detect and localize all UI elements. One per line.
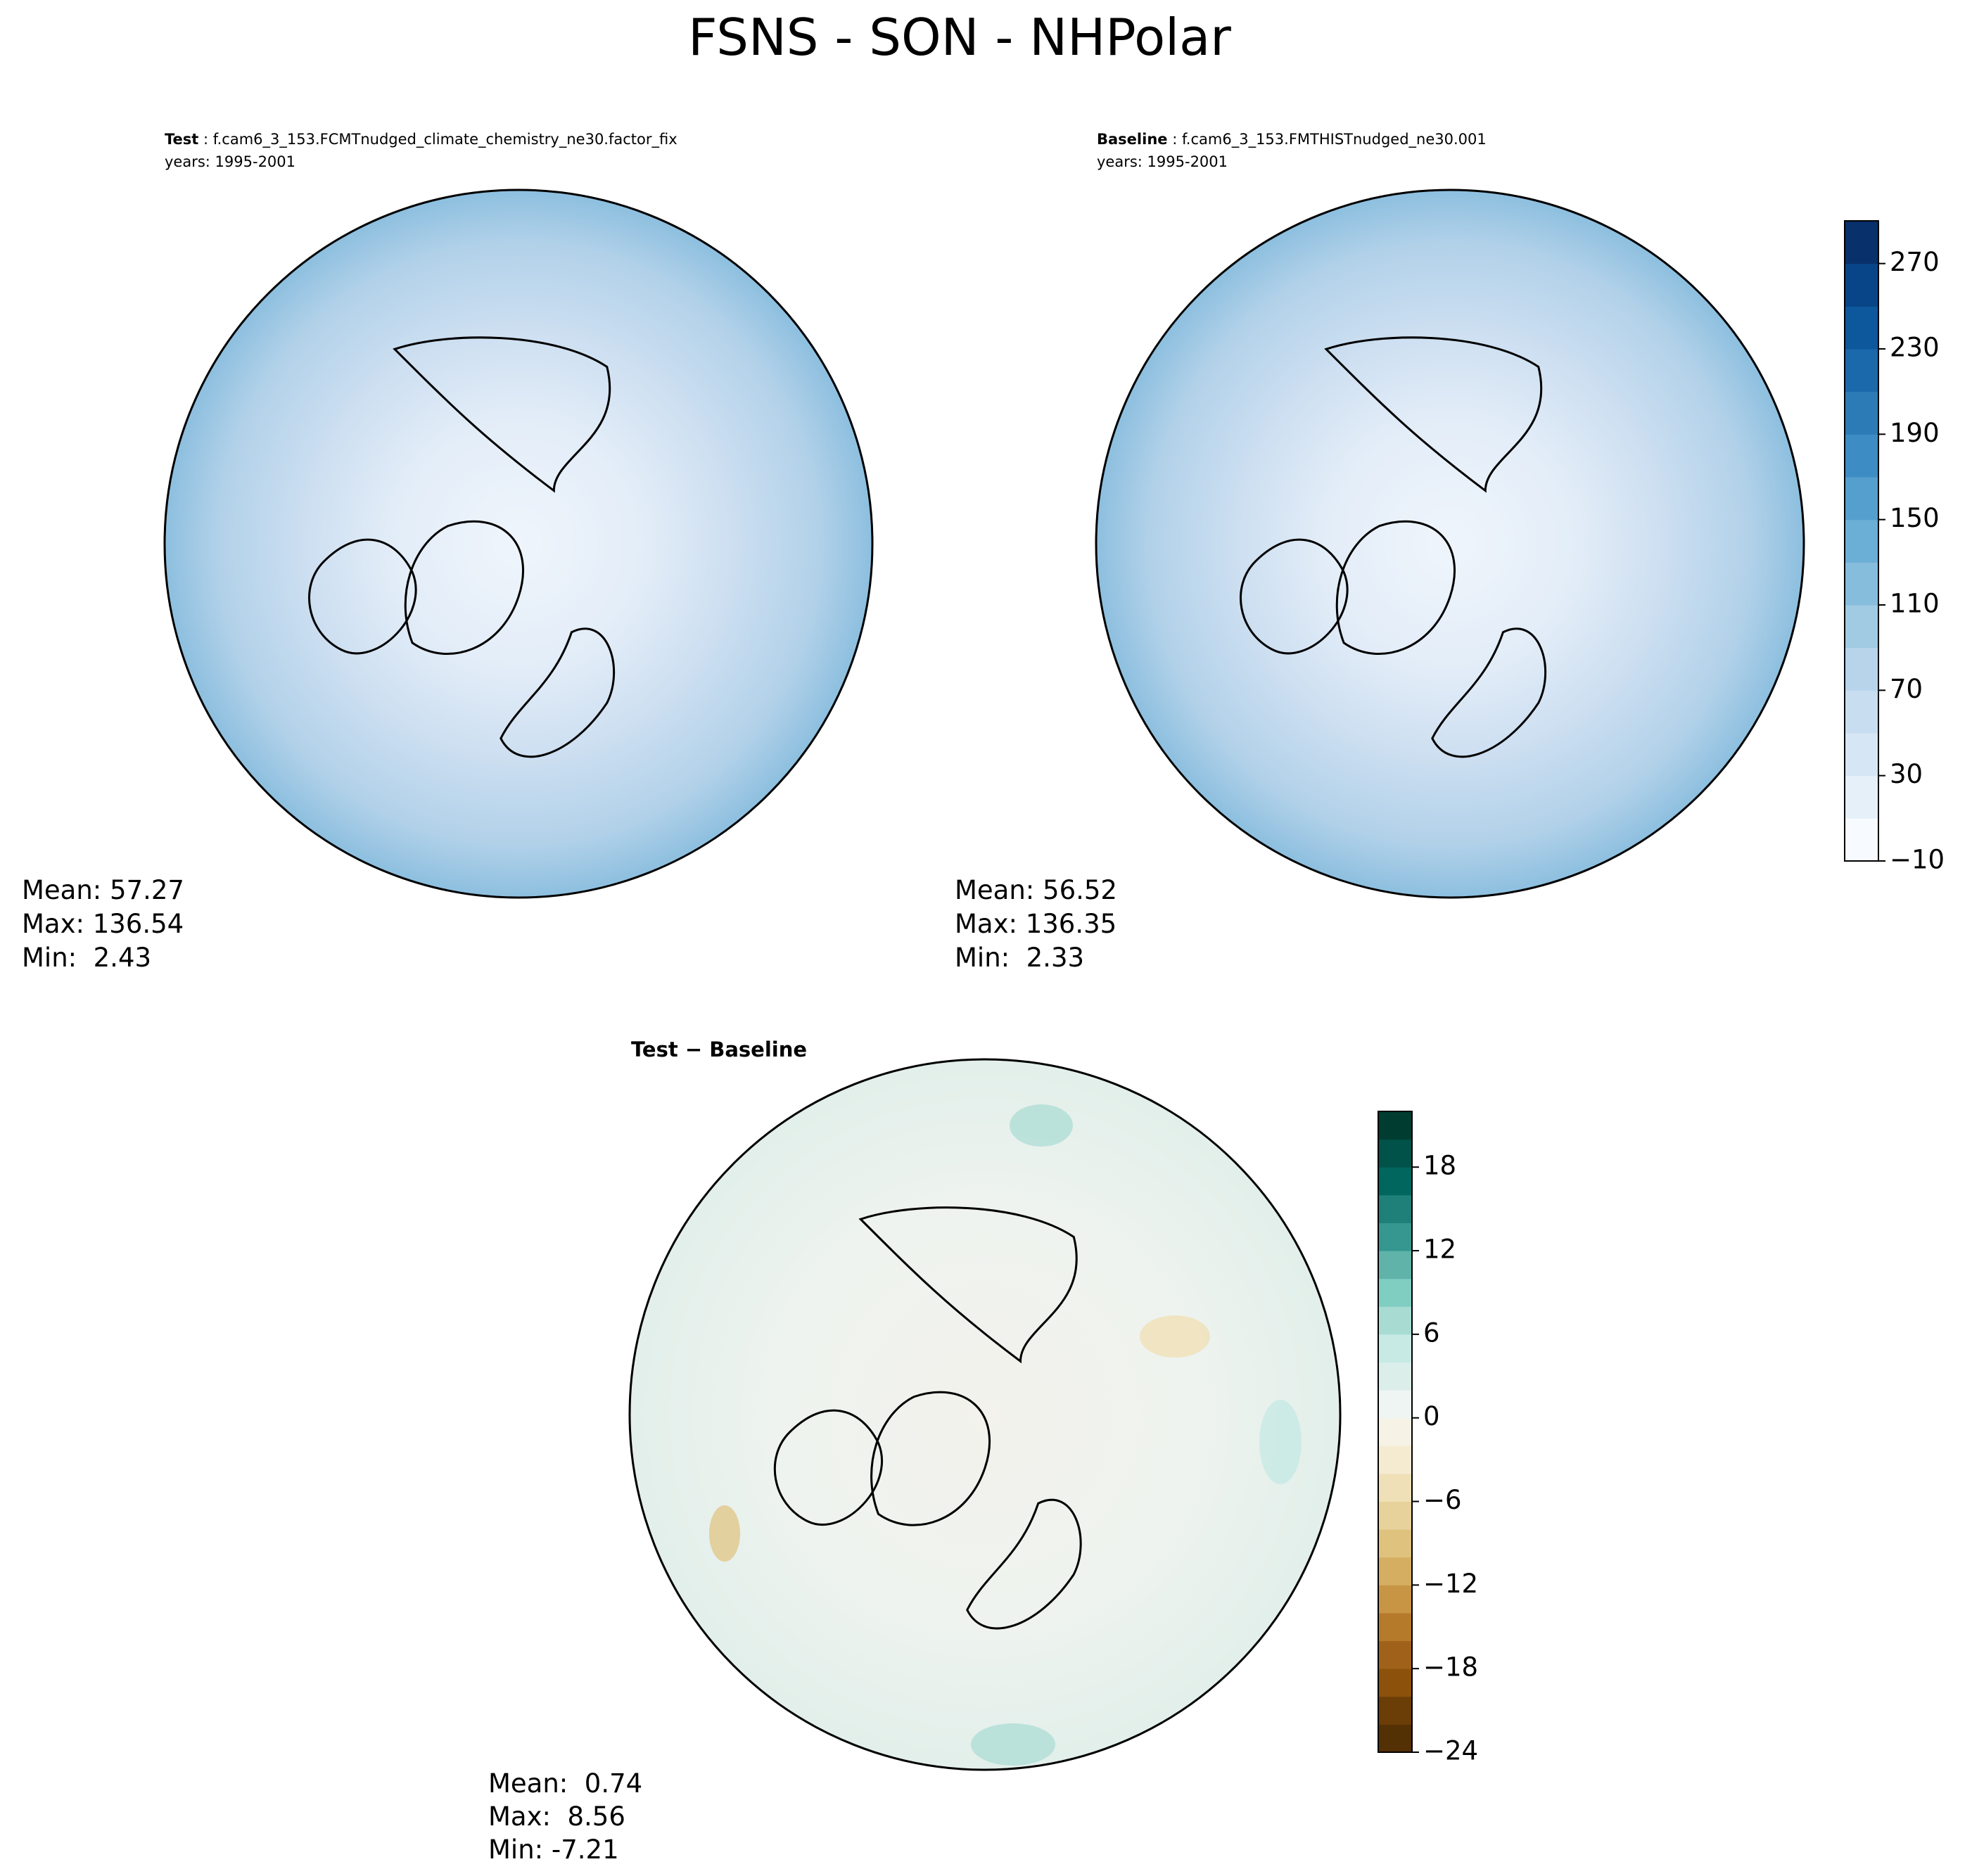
figure-title: FSNS - SON - NHPolar <box>688 8 1231 67</box>
colorbar-level <box>1845 306 1878 350</box>
colorbar-tick-label: −12 <box>1423 1569 1478 1599</box>
colorbar-level <box>1845 477 1878 521</box>
colorbar-level <box>1378 1278 1412 1307</box>
colorbar-level <box>1378 1529 1412 1558</box>
colorbar-level <box>1378 1473 1412 1502</box>
colorbar-level <box>1378 1501 1412 1530</box>
panel-header: Test − Baseline <box>631 1038 807 1061</box>
colorbar-level <box>1378 1139 1412 1168</box>
colorbar-level <box>1378 1724 1412 1753</box>
stat-line: Min: -7.21 <box>488 1834 619 1865</box>
colorbar-level <box>1845 349 1878 393</box>
colorbar-level <box>1845 562 1878 606</box>
map-baseline <box>1096 190 1805 898</box>
stat-line: Max: 8.56 <box>488 1801 625 1832</box>
colorbar-tick-label: 190 <box>1890 418 1940 448</box>
colorbar-level <box>1378 1668 1412 1697</box>
stat-line: Mean: 0.74 <box>488 1768 642 1799</box>
colorbar-level <box>1845 519 1878 563</box>
stat-line: Mean: 57.27 <box>22 875 184 905</box>
colorbar-level <box>1378 1585 1412 1614</box>
colorbar-level <box>1845 647 1878 691</box>
stat-line: Mean: 56.52 <box>955 875 1117 905</box>
colorbar-level <box>1378 1223 1412 1251</box>
colorbar-tick-label: 30 <box>1890 759 1923 789</box>
colorbar-level <box>1378 1362 1412 1391</box>
colorbar-tick-label: 0 <box>1423 1401 1440 1431</box>
colorbar-level <box>1378 1417 1412 1446</box>
stat-line: Min: 2.43 <box>22 943 151 973</box>
stat-line: Max: 136.54 <box>22 909 184 939</box>
panel-header: Baseline : f.cam6_3_153.FMTHISTnudged_ne… <box>1097 131 1487 148</box>
colorbar-tick-label: 18 <box>1423 1151 1456 1181</box>
map-difference <box>630 1059 1342 1770</box>
colorbar-level <box>1845 818 1878 862</box>
panel-label: Baseline <box>1097 131 1168 148</box>
colorbar-level <box>1378 1557 1412 1585</box>
colorbar-level <box>1378 1640 1412 1669</box>
colorbar-frame <box>1844 220 1879 862</box>
colorbar-tick-label: −18 <box>1423 1652 1478 1683</box>
colorbar-tick-label: −24 <box>1423 1736 1478 1766</box>
colorbar-tick-label: 230 <box>1890 333 1940 363</box>
colorbar-level <box>1378 1306 1412 1335</box>
colorbar-level <box>1378 1390 1412 1419</box>
panel-header: Test : f.cam6_3_153.FCMTnudged_climate_c… <box>165 131 678 148</box>
stats: Mean: 57.27 Max: 136.54 Min: 2.43 Mean: … <box>22 875 1117 1865</box>
colorbar-level <box>1378 1167 1412 1196</box>
colorbar-level <box>1845 775 1878 819</box>
map-test <box>165 190 874 898</box>
colorbar-frame <box>1378 1111 1413 1753</box>
colorbar-level <box>1845 391 1878 435</box>
panel-label: Test <box>165 131 198 148</box>
colorbar-level <box>1378 1696 1412 1725</box>
colorbar-level <box>1378 1194 1412 1223</box>
colorbar-tick-label: 12 <box>1423 1234 1456 1265</box>
colorbar-tick-label: 270 <box>1890 247 1940 277</box>
colorbar-level <box>1845 605 1878 649</box>
colorbar-tick-label: 6 <box>1423 1317 1440 1348</box>
panel-years: years: 1995-2001 <box>165 153 295 170</box>
panel-years: years: 1995-2001 <box>1097 153 1228 170</box>
colorbar-level <box>1378 1111 1412 1140</box>
colorbar-level <box>1845 690 1878 734</box>
panel-case: : f.cam6_3_153.FMTHISTnudged_ne30.001 <box>1168 131 1487 148</box>
panel-case: : f.cam6_3_153.FCMTnudged_climate_chemis… <box>198 131 677 148</box>
colorbar-level <box>1378 1612 1412 1642</box>
colorbar-tick-label: 110 <box>1890 589 1940 619</box>
colorbar-tick-label: 70 <box>1890 674 1923 704</box>
colorbar-tick-label: −6 <box>1423 1485 1462 1515</box>
stat-line: Max: 136.35 <box>955 909 1117 939</box>
colorbar-level <box>1378 1251 1412 1280</box>
colorbar-tick-label: −10 <box>1890 845 1945 875</box>
colorbar-level <box>1845 221 1878 264</box>
colorbar-level <box>1845 434 1878 478</box>
colorbar-level <box>1845 733 1878 777</box>
stat-line: Min: 2.33 <box>955 943 1084 973</box>
colorbar-level <box>1845 263 1878 307</box>
colorbar-tick-label: 150 <box>1890 503 1940 533</box>
panel-label: Test − Baseline <box>631 1038 807 1061</box>
colorbar-level <box>1378 1334 1412 1363</box>
colorbar-level <box>1378 1446 1412 1474</box>
